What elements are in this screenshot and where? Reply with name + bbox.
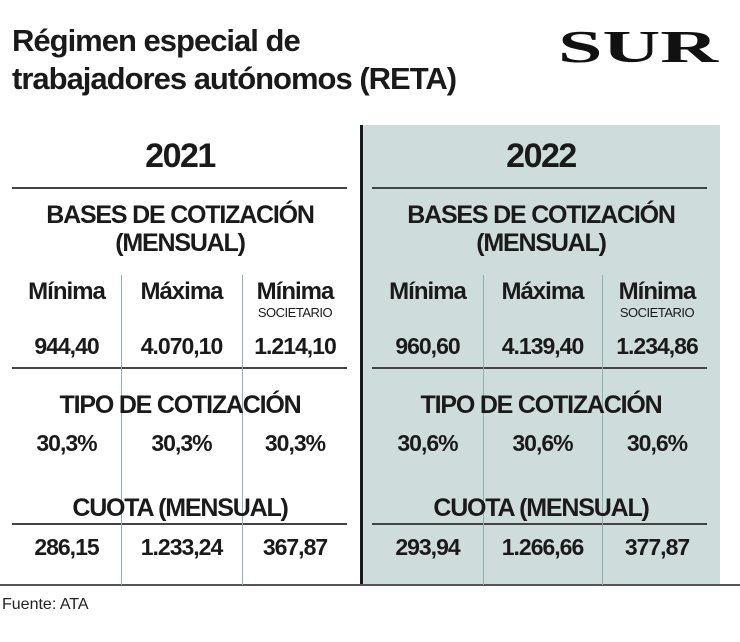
year-heading: 2021 xyxy=(145,137,216,175)
sur-logo: SUR xyxy=(558,24,719,68)
cuota-value: 1.266,66 xyxy=(501,534,585,560)
column-divider xyxy=(483,275,484,585)
column-label: Mínima xyxy=(618,278,697,305)
cuota-value: 367,87 xyxy=(262,534,328,560)
year-divider xyxy=(360,125,363,585)
tipo-value: 30,3% xyxy=(264,430,326,456)
source-note: Fuente: ATA xyxy=(2,596,89,613)
cuota-value: 293,94 xyxy=(395,534,460,560)
base-value: 4.070,10 xyxy=(140,333,224,359)
column-label: Mínima xyxy=(256,278,335,305)
column-sublabel: SOCIETARIO xyxy=(257,305,333,320)
section-rule xyxy=(12,187,347,189)
tipo-value: 30,3% xyxy=(36,430,97,456)
cuota-value: 377,87 xyxy=(624,534,690,560)
bases-title: BASES DE COTIZACIÓN xyxy=(46,201,315,229)
tipo-value: 30,3% xyxy=(151,430,212,456)
column-label: Mínima xyxy=(28,278,106,305)
title-line-1: Régimen especial de xyxy=(12,23,301,58)
tipo-value: 30,6% xyxy=(626,430,688,456)
year-heading: 2022 xyxy=(506,137,577,175)
tipo-title: TIPO DE COTIZACIÓN xyxy=(420,391,663,419)
bottom-rule xyxy=(0,584,740,586)
tipo-value: 30,6% xyxy=(512,430,573,456)
section-rule xyxy=(372,367,707,369)
column-divider xyxy=(242,275,243,585)
cuota-title: CUOTA (MENSUAL) xyxy=(433,494,650,522)
bases-subtitle: (MENSUAL) xyxy=(476,229,607,257)
section-rule xyxy=(12,523,347,525)
column-label: Mínima xyxy=(389,278,467,305)
column-sublabel: SOCIETARIO xyxy=(619,305,695,320)
column-label: Máxima xyxy=(501,278,584,305)
base-value: 4.139,40 xyxy=(501,333,585,359)
base-value: 944,40 xyxy=(34,333,99,359)
bases-title: BASES DE COTIZACIÓN xyxy=(407,201,676,229)
base-value: 1.214,10 xyxy=(254,333,337,359)
section-rule xyxy=(12,367,347,369)
logo-text: SUR xyxy=(558,24,719,68)
column-divider xyxy=(602,275,603,585)
bases-subtitle: (MENSUAL) xyxy=(115,229,246,257)
column-divider xyxy=(121,275,122,585)
section-rule xyxy=(372,187,707,189)
base-value: 1.234,86 xyxy=(616,333,699,359)
cuota-value: 286,15 xyxy=(34,534,99,560)
panel-2022-background xyxy=(362,125,720,585)
cuota-value: 1.233,24 xyxy=(140,534,224,560)
column-label: Máxima xyxy=(140,278,223,305)
infographic-title: Régimen especial de trabajadores autónom… xyxy=(12,22,457,98)
tipo-title: TIPO DE COTIZACIÓN xyxy=(59,391,302,419)
section-rule xyxy=(372,523,707,525)
title-line-2: trabajadores autónomos (RETA) xyxy=(12,61,457,96)
cuota-title: CUOTA (MENSUAL) xyxy=(72,494,289,522)
tipo-value: 30,6% xyxy=(397,430,458,456)
base-value: 960,60 xyxy=(395,333,460,359)
